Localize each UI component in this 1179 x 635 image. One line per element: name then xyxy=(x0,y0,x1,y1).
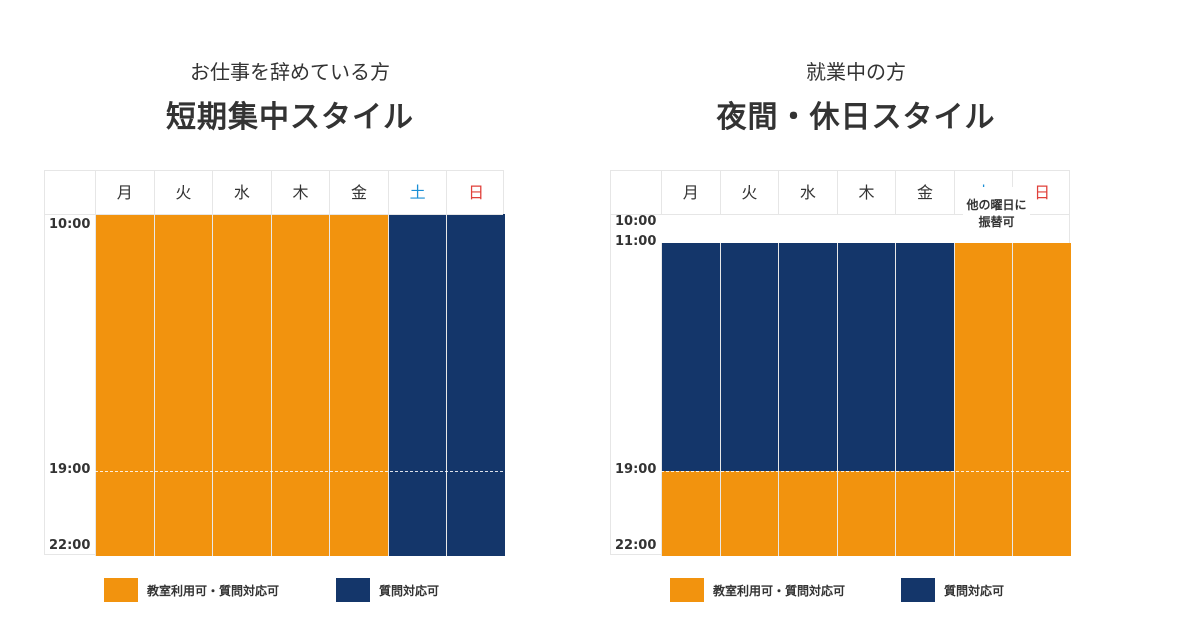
legend-swatch-orange xyxy=(104,578,138,602)
time-label: 10:00 xyxy=(615,214,657,229)
schedule-block-classroom xyxy=(719,470,779,556)
legend-label: 質問対応可 xyxy=(944,583,1005,598)
legend-question: 質問対応可 xyxy=(336,578,439,602)
panel-short-term: お仕事を辞めている方 短期集中スタイル 月火水木金土日 10:00 19:00 22:… xyxy=(0,0,580,635)
schedule-block-classroom xyxy=(778,470,837,556)
time-divider-19 xyxy=(661,470,1069,472)
legend-classroom: 教室利用可・質問対応可 xyxy=(670,578,845,602)
panel-night-holiday: 就業中の方 夜間・休日スタイル 月火水木金土日10:0011:0019:0022… xyxy=(566,0,1146,635)
schedule-block-question xyxy=(836,242,896,471)
panel-subtitle: 就業中の方 xyxy=(806,60,906,84)
schedule-block-classroom xyxy=(836,470,896,556)
day-header: 水 xyxy=(778,171,837,214)
day-header: 日 xyxy=(446,171,505,214)
transfer-note: 他の曜日に 振替可 xyxy=(963,187,1030,241)
time-label: 19:00 xyxy=(49,461,91,477)
schedule-block-classroom xyxy=(1012,242,1071,556)
day-header: 火 xyxy=(719,171,779,214)
schedule-block-classroom xyxy=(153,214,213,556)
legend-swatch-navy xyxy=(901,578,935,602)
day-header: 木 xyxy=(836,171,896,214)
time-label: 22:00 xyxy=(615,538,657,553)
legend-label: 教室利用可・質問対応可 xyxy=(713,583,846,598)
schedule-block-question xyxy=(719,242,779,471)
day-header: 金 xyxy=(895,171,954,214)
schedule-block-classroom xyxy=(95,214,154,556)
header-divider xyxy=(611,214,1069,215)
legend-swatch-navy xyxy=(336,578,370,602)
legend-label: 質問対応可 xyxy=(379,583,440,598)
schedule-block-question xyxy=(446,214,505,556)
legend-question: 質問対応可 xyxy=(901,578,1004,602)
day-header: 月 xyxy=(661,171,720,214)
schedule-block-classroom xyxy=(212,214,271,556)
day-header: 月 xyxy=(95,171,154,214)
header-divider xyxy=(45,214,503,215)
time-label: 10:00 xyxy=(49,217,91,232)
schedule-block-classroom xyxy=(270,214,330,556)
day-header: 金 xyxy=(329,171,388,214)
schedule-block-question xyxy=(778,242,837,471)
note-line: 振替可 xyxy=(978,215,1015,229)
panel-title: 夜間・休日スタイル xyxy=(716,100,996,135)
schedule-block-classroom xyxy=(661,470,720,556)
schedule-block-classroom xyxy=(953,242,1013,556)
time-divider-19 xyxy=(95,470,503,472)
time-label: 22:00 xyxy=(49,538,91,553)
time-label: 19:00 xyxy=(615,461,657,477)
time-label: 11:00 xyxy=(615,233,657,249)
panel-title: 短期集中スタイル xyxy=(166,100,414,135)
schedule-block-classroom xyxy=(895,470,954,556)
day-header: 木 xyxy=(270,171,330,214)
legend-classroom: 教室利用可・質問対応可 xyxy=(104,578,279,602)
day-header: 水 xyxy=(212,171,271,214)
legend-label: 教室利用可・質問対応可 xyxy=(147,583,280,598)
schedule-block-classroom xyxy=(329,214,388,556)
panel-subtitle: お仕事を辞めている方 xyxy=(190,60,390,84)
schedule-block-question xyxy=(661,242,720,471)
day-header: 火 xyxy=(153,171,213,214)
schedule-block-question xyxy=(387,214,447,556)
note-line: 他の曜日に xyxy=(966,198,1027,212)
legend-swatch-orange xyxy=(670,578,704,602)
day-header: 土 xyxy=(387,171,447,214)
schedule-block-question xyxy=(895,242,954,471)
schedule-table: 月火水木金土日 10:00 19:00 22:00 xyxy=(44,170,505,556)
